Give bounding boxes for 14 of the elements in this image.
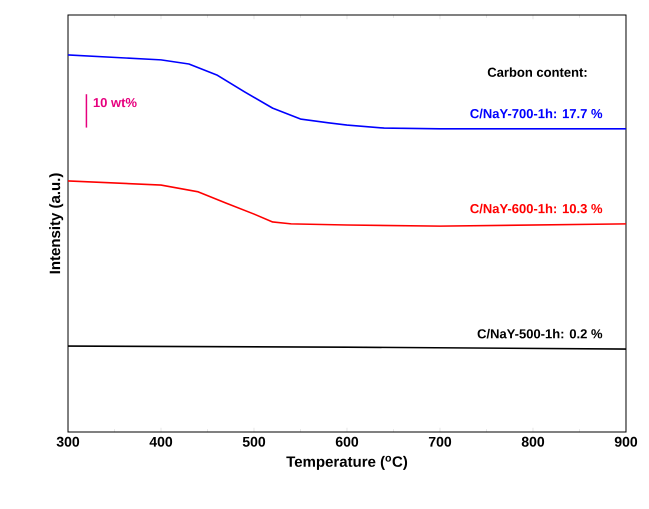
y-axis-title: Intensity (a.u.) xyxy=(49,173,64,274)
x-axis-title: Temperature ($^{o}$C) xyxy=(286,456,408,470)
series-label: C/NaY-700-1h: 17.7 % xyxy=(470,108,602,118)
annotation: Carbon content: xyxy=(488,67,586,77)
x-tick-label: 700 xyxy=(428,436,452,447)
x-tick-label: 600 xyxy=(336,436,358,447)
x-tick-label: 400 xyxy=(150,436,172,447)
annotation: 10 wt% xyxy=(94,98,137,108)
x-tick-label: 800 xyxy=(522,436,544,447)
series-label: C/NaY-500-1h: 0.2 % xyxy=(478,328,602,339)
x-tick-label: 500 xyxy=(242,436,266,447)
series-label: C/NaY-600-1h: 10.3 % xyxy=(470,204,602,214)
x-tick-label: 900 xyxy=(614,436,638,447)
x-tick-label: 300 xyxy=(56,436,80,447)
